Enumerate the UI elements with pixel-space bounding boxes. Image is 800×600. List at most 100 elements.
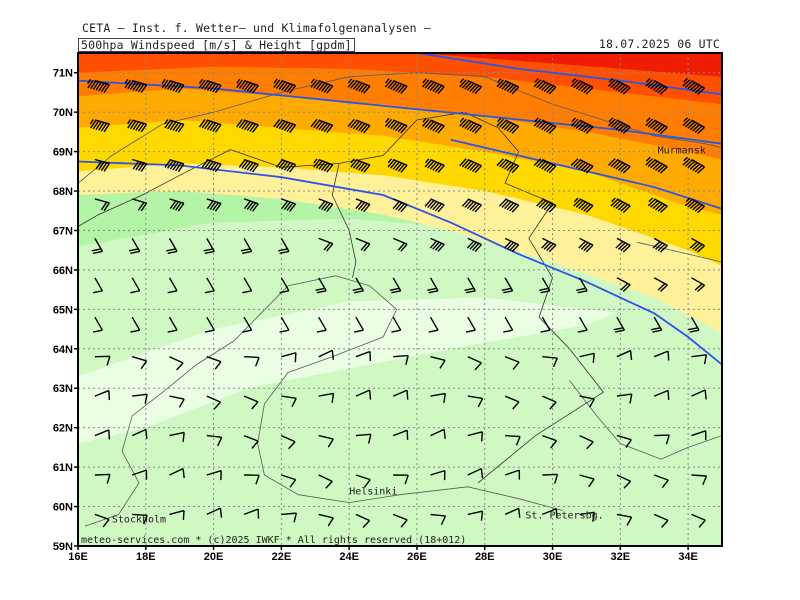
wind-barb-23 (318, 474, 333, 489)
wind-barb-152 (684, 197, 706, 214)
wind-barb-121 (166, 238, 178, 254)
lon-tick-label-18: 18E (136, 551, 156, 563)
wind-barb-37 (206, 434, 223, 447)
wind-barb-51 (94, 389, 111, 401)
wind-barb-101 (688, 316, 700, 333)
wind-barb-65 (616, 393, 633, 404)
wind-barb-198 (496, 78, 520, 95)
wind-barb-182 (533, 117, 557, 134)
wind-barb-83 (653, 350, 670, 361)
axis-ticks (74, 71, 689, 550)
lon-tick-label-24: 24E (339, 551, 359, 563)
wind-barb-66 (653, 389, 670, 400)
wind-barb-35 (131, 428, 148, 440)
header-bar: 500hpa_Windspeed_[m/s]_&_Height_[gpdm] 1… (78, 38, 722, 52)
wind-barb-200 (570, 78, 594, 95)
wind-barb-185 (645, 117, 668, 135)
wind-barb-26 (430, 469, 446, 481)
axis-labels: 16E 18E 20E 22E 24E 26E 28E 30E 32E 34E 59N 60N 61N 6… (53, 68, 698, 563)
wind-barb-29 (542, 473, 559, 484)
coastline-3 (569, 380, 722, 460)
wind-barb-191 (236, 78, 259, 94)
wind-barb-137 (132, 198, 148, 212)
wind-barb-129 (466, 237, 482, 253)
lon-tick-label-34: 34E (678, 551, 698, 563)
height-contours (78, 53, 722, 366)
wind-barb-17 (94, 473, 111, 484)
wind-barb-64 (579, 395, 595, 408)
wind-barb-157 (238, 158, 259, 173)
wind-barb-33 (691, 474, 708, 486)
wind-barb-73 (281, 352, 297, 363)
wind-barb-90 (279, 316, 290, 333)
wind-barb-180 (459, 117, 482, 134)
wind-barb-74 (318, 349, 335, 360)
wind-barb-130 (504, 237, 520, 253)
wind-barb-38 (243, 434, 259, 449)
wind-barb-4 (243, 508, 260, 519)
lon-tick-label-16: 16E (68, 551, 88, 563)
wind-barb-40 (318, 434, 334, 448)
lat-tick-label-63: 63N (53, 383, 73, 395)
wind-barbs (87, 77, 708, 529)
wind-barb-24 (355, 474, 371, 488)
wind-barb-81 (579, 352, 595, 363)
wind-barb-3 (206, 507, 223, 518)
height-contour-1 (416, 53, 722, 96)
wind-barb-22 (281, 474, 297, 488)
wind-barb-102 (92, 277, 104, 294)
lon-tick-label-28: 28E (475, 551, 495, 563)
wind-barb-96 (503, 316, 514, 333)
wind-barb-135 (689, 237, 706, 253)
wind-barb-8 (392, 513, 408, 528)
wind-barb-116 (616, 277, 631, 292)
wind-barb-114 (539, 277, 551, 294)
wind-barb-113 (501, 277, 514, 294)
wind-barb-203 (682, 77, 706, 95)
wind-barb-71 (206, 356, 222, 370)
wind-barb-148 (536, 198, 557, 213)
variable-label: 500hpa_Windspeed_[m/s]_&_Height_[gpdm] (78, 38, 355, 52)
coastline-1 (78, 72, 722, 184)
wind-barb-146 (461, 198, 482, 213)
wind-barb-87 (167, 316, 178, 333)
wind-barb-12 (542, 508, 558, 519)
height-contour-3 (450, 138, 722, 210)
wind-barb-79 (504, 356, 520, 370)
wind-barb-189 (161, 78, 185, 94)
wind-barb-133 (615, 237, 631, 253)
wind-barb-201 (607, 77, 631, 95)
wind-barb-112 (464, 277, 476, 294)
wind-barb-131 (541, 237, 557, 253)
wind-barb-109 (352, 277, 365, 294)
wind-barb-120 (128, 238, 141, 254)
wind-barb-58 (355, 389, 372, 400)
wind-barb-11 (504, 507, 521, 518)
wind-barb-39 (281, 434, 296, 450)
lon-tick-label-20: 20E (204, 551, 224, 563)
lat-tick-label-60: 60N (53, 502, 73, 514)
wind-barb-186 (682, 117, 706, 135)
wind-barb-108 (315, 277, 327, 294)
speed-band-9 (416, 53, 722, 77)
wind-barb-69 (132, 356, 148, 370)
wind-barb-25 (393, 474, 409, 485)
wind-barb-188 (124, 78, 148, 94)
wind-barb-163 (459, 158, 482, 174)
wind-barb-5 (281, 512, 298, 523)
wind-barb-197 (459, 78, 482, 95)
wind-barb-179 (422, 117, 445, 134)
wind-barb-97 (540, 316, 551, 333)
wind-barb-111 (427, 277, 439, 294)
wind-barb-9 (430, 513, 447, 525)
wind-barb-42 (392, 429, 409, 440)
wind-barb-62 (504, 395, 520, 410)
height-contour-0 (78, 79, 722, 145)
wind-barb-45 (505, 434, 521, 446)
wind-barb-82 (616, 349, 633, 361)
wind-barb-153 (94, 158, 110, 172)
wind-barb-176 (310, 118, 334, 134)
lon-tick-label-30: 30E (543, 551, 563, 563)
wind-barb-2 (169, 509, 185, 521)
lat-tick-label-67: 67N (53, 225, 73, 237)
